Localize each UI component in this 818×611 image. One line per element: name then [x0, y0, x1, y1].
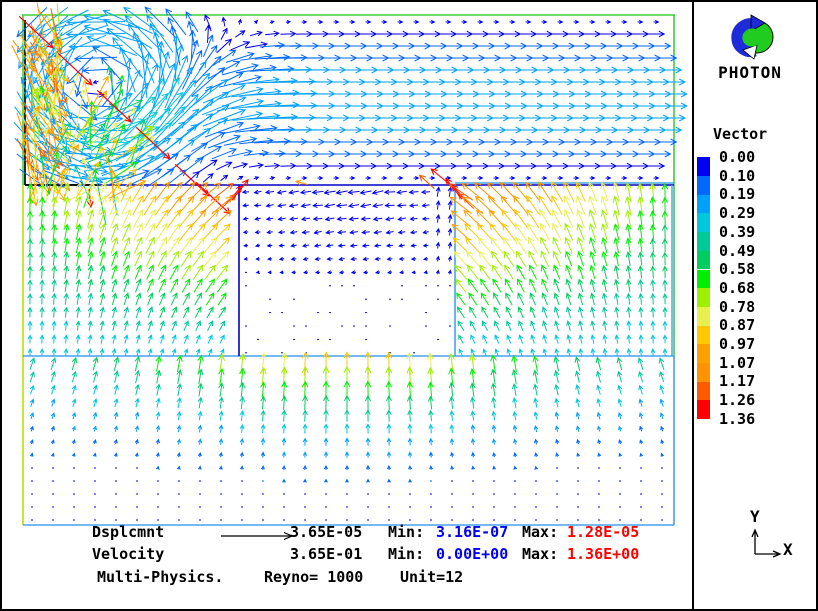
legend-tick-label: 1.17	[719, 372, 756, 391]
legend-color-swatch	[697, 157, 710, 176]
velocity-min-label: Min:	[388, 545, 425, 563]
vector-plot-pane: Dsplcmnt 3.65E-05 Min: 3.16E-07 Max: 1.2…	[2, 2, 692, 609]
velocity-min-value: 0.00E+00	[436, 545, 509, 563]
legend-tick-label: 0.00	[719, 148, 756, 166]
block-interior-arrows	[241, 186, 453, 354]
vector-field-canvas	[11, 2, 688, 526]
legend-tick-label: 0.58	[719, 260, 756, 279]
legend-tick-label: 0.10	[719, 166, 756, 185]
legend-color-swatch	[697, 250, 710, 270]
legend-tick-label: 0.97	[719, 335, 756, 353]
axis-y-label: Y	[750, 507, 760, 526]
bottom-region-arrows	[29, 351, 665, 521]
mid-right-arrows	[448, 181, 669, 357]
legend-color-swatch	[697, 400, 710, 420]
legend-tick-label: 0.29	[719, 204, 756, 223]
legend-color-swatch	[697, 344, 710, 363]
photon-logo-label: PHOTON	[718, 63, 782, 82]
legend-color-swatch	[697, 325, 710, 345]
legend-tick-label: 1.36	[719, 409, 756, 428]
axis-x-label: X	[783, 540, 793, 559]
legend-color-swatch	[697, 232, 710, 251]
caption-reynolds: Reyno= 1000	[264, 568, 364, 586]
legend-color-swatch	[697, 213, 710, 233]
displacement-max-value: 1.28E-05	[567, 523, 640, 541]
caption-unit: Unit=12	[400, 568, 464, 586]
legend-tick-label: 1.26	[719, 391, 756, 410]
legend-color-swatch	[697, 381, 710, 401]
velocity-max-label: Max:	[522, 545, 559, 563]
legend-color-swatch	[697, 363, 710, 382]
legend-color-swatch	[697, 176, 710, 195]
mid-left-arrows	[26, 181, 234, 357]
legend-title: Vector	[713, 125, 768, 143]
reference-arrow-icon	[221, 531, 294, 541]
displacement-min-label: Min:	[388, 523, 425, 541]
legend-color-swatch	[697, 194, 710, 214]
displacement-reference: 3.65E-05	[290, 523, 363, 541]
velocity-max-value: 1.36E+00	[567, 545, 640, 563]
displacement-max-label: Max:	[522, 523, 559, 541]
displacement-label: Dsplcmnt	[92, 523, 165, 541]
displacement-min-value: 3.16E-07	[436, 523, 509, 541]
legend-color-swatch	[697, 288, 710, 307]
velocity-label: Velocity	[92, 545, 165, 563]
velocity-reference: 3.65E-01	[290, 545, 363, 563]
legend-tick-label: 0.39	[719, 222, 756, 241]
pane-divider	[692, 2, 694, 609]
legend-tick-label: 0.87	[719, 316, 756, 335]
inlet-jet-arrows	[11, 2, 231, 226]
sidebar	[694, 2, 816, 609]
axis-indicator-icon	[751, 528, 782, 558]
legend-color-swatch	[697, 269, 710, 289]
legend-tick-label: 0.49	[719, 241, 756, 260]
legend-color-swatch	[697, 306, 710, 326]
photon-logo-icon	[721, 14, 779, 62]
legend-tick-label: 0.78	[719, 297, 756, 316]
legend-tick-label: 0.19	[719, 185, 756, 204]
caption-physics: Multi-Physics.	[97, 568, 224, 586]
legend-tick-label: 0.68	[719, 278, 756, 297]
legend-tick-label: 1.07	[719, 353, 756, 372]
